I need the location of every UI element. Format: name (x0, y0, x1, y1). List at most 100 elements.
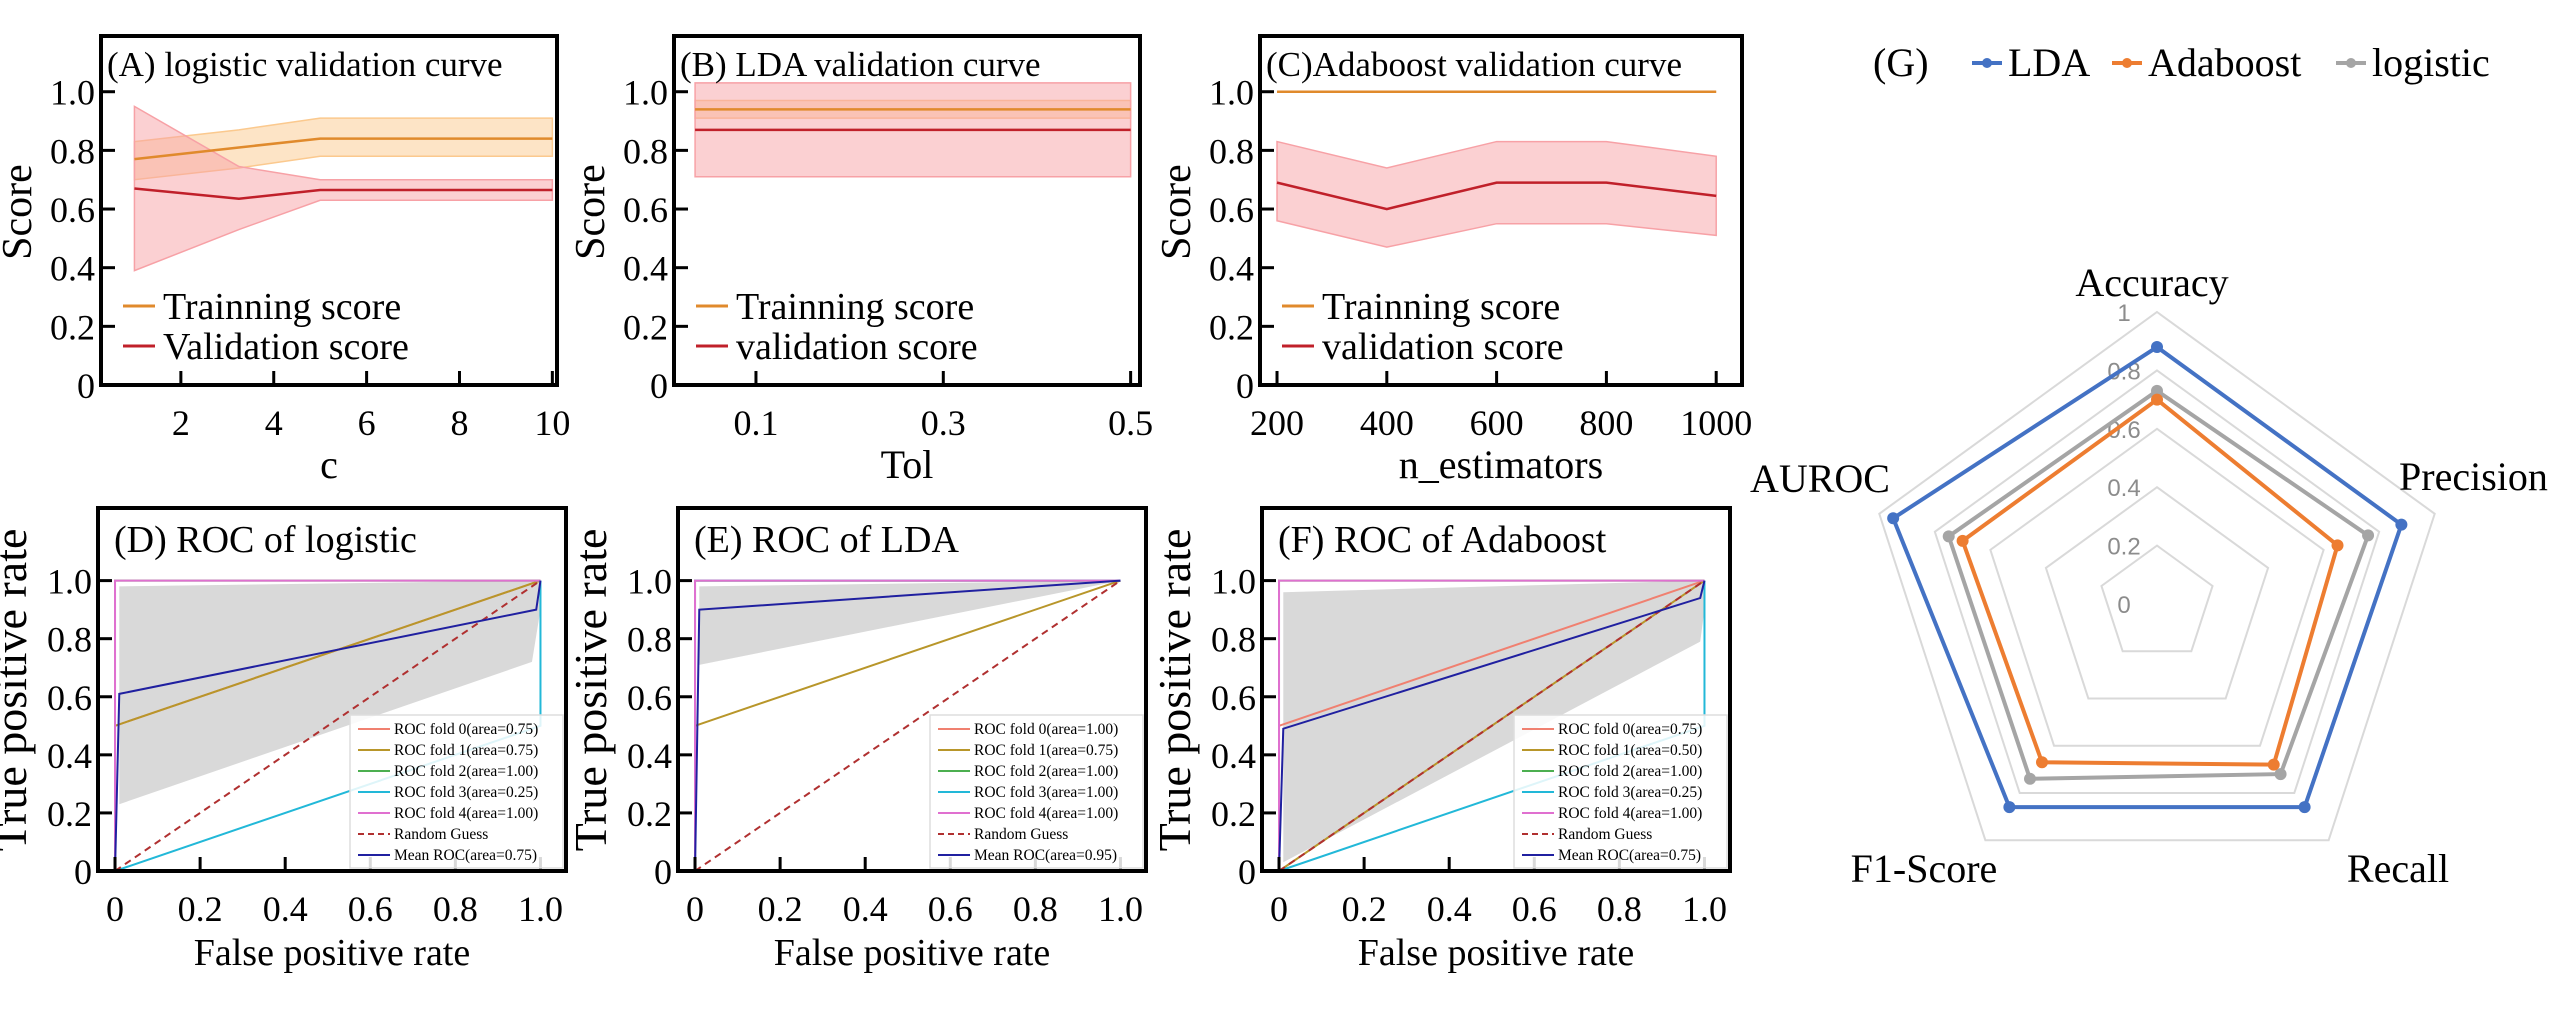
x-tick-label: 400 (1360, 403, 1414, 443)
y-axis-label: Score (568, 164, 614, 260)
plot-frame (676, 506, 1148, 873)
y-tick-label: 0 (654, 852, 672, 892)
score-band-1 (1276, 140, 1717, 248)
legend-label: Trainning score (736, 286, 974, 328)
legend-label: ROC fold 0(area=0.75) (394, 721, 538, 738)
panel-a: 2 4 6 8 10 0 0.2 0.4 0.6 0.8 1.0 (A) logistic valid… (0, 34, 570, 487)
series-line-5 (1278, 579, 1706, 872)
y-tick-label: 1.0 (623, 73, 668, 113)
legend-label: Mean ROC(area=0.75) (394, 847, 537, 864)
panel-g-radar: 00.20.40.60.81AccuracyPrecisionRecallF1-… (1750, 40, 2548, 891)
radar-point (2036, 756, 2049, 769)
x-tick-label: 8 (450, 403, 468, 443)
legend-label: ROC fold 1(area=0.75) (974, 742, 1118, 759)
y-tick-label: 0.4 (1211, 736, 1256, 776)
legend-label: ROC fold 3(area=1.00) (974, 784, 1118, 801)
legend-label: validation score (1322, 326, 1564, 368)
panel-e: 0 0.2 0.4 0.6 0.8 1.0 0 0.2 0.4 0.6 0.8 1.0 (E) ROC … (565, 506, 1148, 974)
plot-frame (1260, 506, 1732, 873)
legend-label: Mean ROC(area=0.95) (974, 847, 1117, 864)
y-tick-label: 0.6 (1209, 190, 1254, 230)
x-tick-label: 10 (534, 403, 570, 443)
x-tick-label: 0.8 (1597, 889, 1642, 929)
std-band (119, 580, 541, 805)
x-tick-label: 0.6 (1512, 889, 1557, 929)
legend-marker-icon (2122, 58, 2132, 68)
x-tick-label: 1.0 (1098, 889, 1143, 929)
legend-label: ROC fold 1(area=0.75) (394, 742, 538, 759)
x-tick-label: 6 (358, 403, 376, 443)
y-tick-label: 0.4 (1209, 249, 1254, 289)
y-tick-label: 0.2 (623, 307, 668, 347)
legend-label: validation score (736, 326, 978, 368)
y-tick-label: 0.2 (50, 307, 95, 347)
radar-series-1 (1960, 397, 2340, 767)
legend-label: Trainning score (1322, 286, 1560, 328)
panel-title: (G) (1873, 40, 1929, 85)
legend-label: Mean ROC(area=0.75) (1558, 847, 1701, 864)
x-tick-label: 4 (265, 403, 283, 443)
x-tick-label: 800 (1579, 403, 1633, 443)
legend-label: ROC fold 4(area=1.00) (394, 805, 538, 822)
x-tick-label: 0 (106, 889, 124, 929)
y-tick-label: 0 (77, 366, 95, 406)
y-axis-label: True positive rate (0, 529, 36, 852)
radar-tick-label: 1 (2117, 300, 2130, 327)
radar-point (2023, 772, 2036, 785)
x-tick-label: 0.4 (1427, 889, 1472, 929)
plot-frame (96, 506, 568, 873)
panel-title: (B) LDA validation curve (680, 45, 1041, 84)
y-tick-label: 1.0 (627, 562, 672, 602)
legend-label: Adaboost (2148, 40, 2301, 85)
legend: ROC fold 0(area=0.75) ROC fold 1(area=0.5… (1513, 714, 1728, 869)
radar-axis-label: Recall (2347, 846, 2449, 891)
y-tick-label: 0 (74, 852, 92, 892)
std-band (1283, 580, 1705, 863)
legend-label: ROC fold 0(area=0.75) (1558, 721, 1702, 738)
legend-label: LDA (2008, 40, 2090, 85)
x-tick-label: 2 (172, 403, 190, 443)
x-tick-label: 1.0 (1682, 889, 1727, 929)
y-tick-label: 1.0 (1209, 73, 1254, 113)
panel-title: (C)Adaboost validation curve (1266, 45, 1682, 84)
legend: (G) LDA Adaboost logistic (1873, 40, 2490, 85)
legend-label: ROC fold 3(area=0.25) (394, 784, 538, 801)
radar-series-2 (1946, 388, 2371, 781)
y-tick-label: 0.2 (627, 794, 672, 834)
x-axis-label: False positive rate (774, 932, 1050, 974)
legend: ROC fold 0(area=1.00) ROC fold 1(area=0.7… (929, 714, 1144, 869)
x-tick-label: 0.4 (263, 889, 308, 929)
radar-grid-ring (1933, 369, 2381, 794)
y-tick-label: 1.0 (1211, 562, 1256, 602)
x-axis-label: Tol (881, 442, 934, 487)
y-tick-label: 0.8 (50, 131, 95, 171)
panel-b: 0.1 0.3 0.5 0 0.2 0.4 0.6 0.8 1.0 (B) LDA validat… (568, 34, 1153, 487)
y-tick-label: 0 (1236, 366, 1254, 406)
legend-label: Trainning score (163, 286, 401, 328)
y-tick-label: 0.2 (1211, 794, 1256, 834)
legend-marker-icon (1982, 58, 1992, 68)
x-tick-label: 0.3 (921, 403, 966, 443)
radar-grid-ring (2044, 485, 2270, 700)
x-tick-label: 0.8 (433, 889, 478, 929)
radar-axis-label: F1-Score (1851, 846, 1998, 891)
x-tick-label: 0.5 (1108, 403, 1153, 443)
panel-title: (D) ROC of logistic (114, 519, 417, 561)
y-tick-label: 0.6 (1211, 678, 1256, 718)
x-tick-label: 1000 (1680, 403, 1752, 443)
x-tick-label: 0.6 (928, 889, 973, 929)
legend-label: ROC fold 4(area=1.00) (974, 805, 1118, 822)
legend-label: Random Guess (974, 826, 1068, 843)
x-tick-label: 0.2 (758, 889, 803, 929)
legend-label: ROC fold 4(area=1.00) (1558, 805, 1702, 822)
legend-label: ROC fold 2(area=1.00) (1558, 763, 1702, 780)
y-axis-label: True positive rate (565, 529, 616, 852)
radar-point (2362, 529, 2375, 542)
legend: ROC fold 0(area=0.75) ROC fold 1(area=0.7… (349, 714, 564, 869)
legend-label: ROC fold 2(area=1.00) (394, 763, 538, 780)
x-axis-label: c (320, 442, 338, 487)
legend-label: Validation score (163, 326, 409, 368)
